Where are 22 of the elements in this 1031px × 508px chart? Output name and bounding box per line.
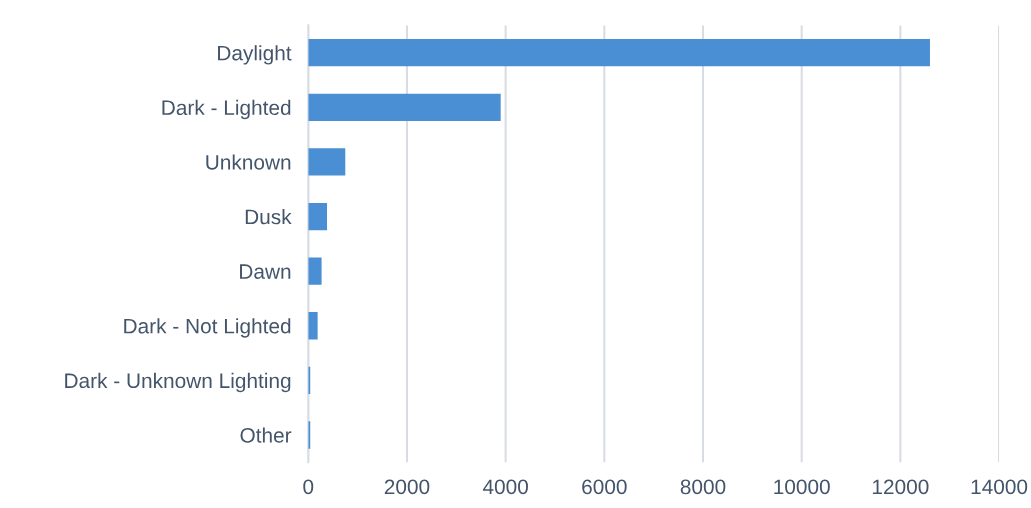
- y-tick-label: Dark - Not Lighted: [124, 318, 291, 338]
- bar: [308, 257, 322, 285]
- bar: [308, 148, 346, 176]
- x-tick-label: 14000: [971, 479, 1028, 495]
- x-tick-label: 0: [303, 479, 314, 495]
- bar: [308, 312, 318, 340]
- x-tick-label: 12000: [872, 479, 929, 495]
- bar: [308, 93, 501, 121]
- y-tick-label: Dark - Lighted: [162, 99, 291, 120]
- y-tick-label: Unknown: [206, 154, 291, 170]
- x-tick-label: 6000: [582, 479, 627, 495]
- x-tick-label: 2000: [384, 479, 430, 495]
- y-tick-label: Dark - Unknown Lighting: [65, 372, 291, 393]
- x-tick-label: 10000: [774, 479, 830, 495]
- y-tick-label: Dawn: [240, 264, 291, 279]
- x-tick-label: 8000: [680, 479, 726, 495]
- y-tick-label: Other: [240, 427, 292, 443]
- bar: [308, 202, 328, 231]
- y-tick-label: Dusk: [245, 208, 292, 225]
- x-tick-label: 4000: [482, 479, 528, 495]
- y-tick-label: Daylight: [218, 45, 292, 65]
- bar: [308, 39, 930, 67]
